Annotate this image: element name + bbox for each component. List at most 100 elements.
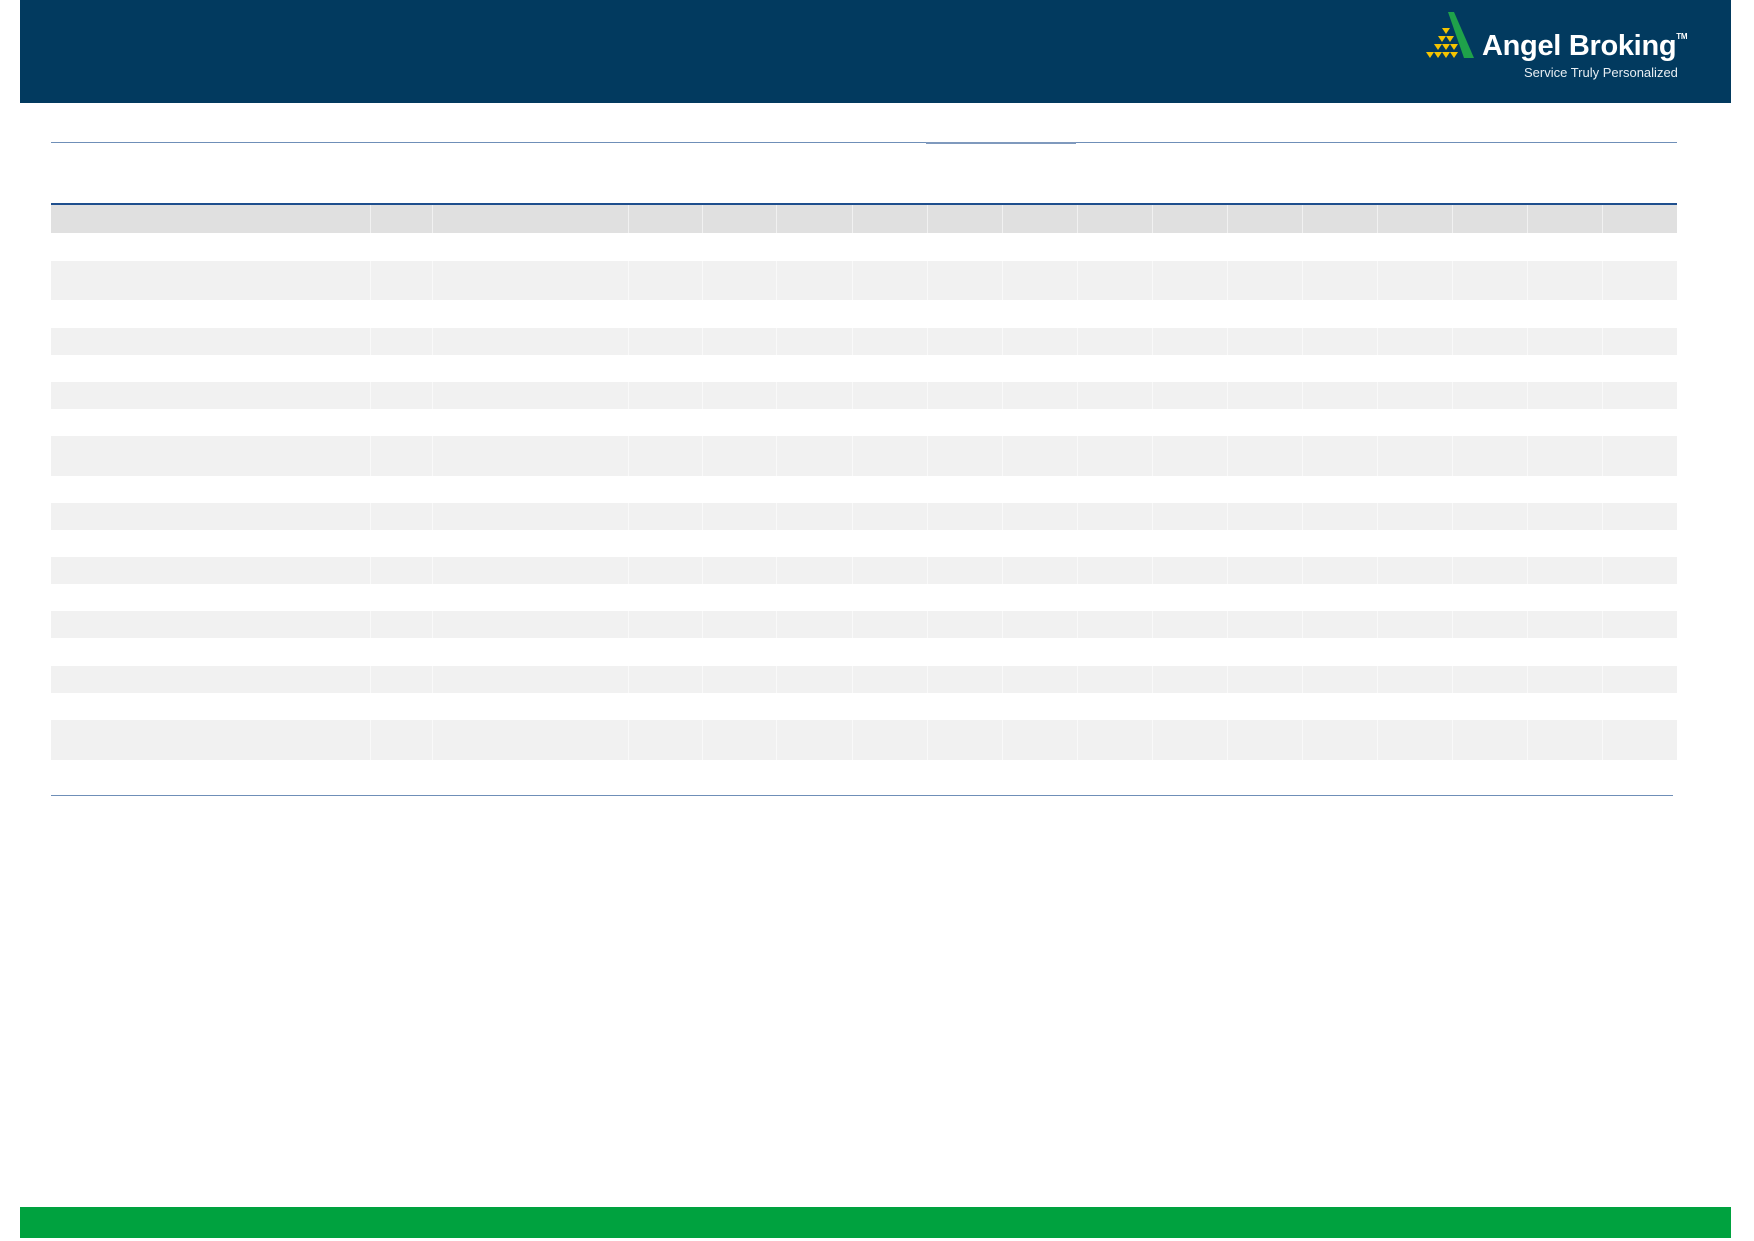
table-cell (777, 328, 853, 355)
table-cell (928, 666, 1003, 693)
table-cell (703, 476, 777, 503)
table-cell (1303, 328, 1378, 355)
table-cell (928, 503, 1003, 530)
table-cell (1603, 233, 1677, 261)
table-cell (1453, 355, 1528, 382)
table-cell (1003, 436, 1078, 476)
table-cell (853, 261, 928, 300)
table-cell (703, 300, 777, 328)
header-cell (629, 205, 703, 233)
table-cell (1528, 557, 1603, 584)
table-cell (1528, 233, 1603, 261)
table-cell (703, 261, 777, 300)
table-cell (629, 557, 703, 584)
table-cell (1003, 355, 1078, 382)
table-cell (51, 476, 371, 503)
table-cell (1003, 476, 1078, 503)
table-cell (1528, 261, 1603, 300)
table-cell (1153, 584, 1228, 611)
table-cell (51, 584, 371, 611)
table-row (51, 557, 1677, 584)
table-cell (1003, 666, 1078, 693)
table-cell (1003, 557, 1078, 584)
table-cell (1528, 409, 1603, 436)
table-cell (51, 436, 371, 476)
table-cell (1153, 611, 1228, 638)
table-cell (1228, 328, 1303, 355)
table-cell (1378, 233, 1453, 261)
table-cell (51, 328, 371, 355)
table-cell (853, 355, 928, 382)
table-cell (777, 530, 853, 557)
table-cell (703, 584, 777, 611)
table-cell (51, 720, 371, 760)
table-cell (1078, 530, 1153, 557)
table-cell (433, 693, 629, 720)
table-row (51, 382, 1677, 409)
table-cell (371, 611, 433, 638)
table-cell (51, 355, 371, 382)
table-cell (629, 760, 703, 796)
table-cell (1378, 638, 1453, 666)
table-top-border (51, 203, 1677, 205)
table-cell (1453, 233, 1528, 261)
table-cell (1078, 355, 1153, 382)
table-cell (853, 476, 928, 503)
table-cell (1003, 409, 1078, 436)
table-cell (777, 557, 853, 584)
table-cell (1078, 476, 1153, 503)
table-cell (1303, 261, 1378, 300)
table-cell (853, 300, 928, 328)
table-cell (703, 409, 777, 436)
table-cell (853, 382, 928, 409)
table-cell (777, 693, 853, 720)
brand-tagline: Service Truly Personalized (1524, 65, 1678, 80)
table-cell (1153, 557, 1228, 584)
table-cell (1153, 300, 1228, 328)
table-cell (1228, 530, 1303, 557)
header-cell (1003, 205, 1078, 233)
table-cell (1153, 638, 1228, 666)
table-cell (1453, 261, 1528, 300)
table-cell (1078, 503, 1153, 530)
table-cell (853, 436, 928, 476)
table-row (51, 409, 1677, 436)
table-cell (1453, 409, 1528, 436)
table-cell (1228, 436, 1303, 476)
table-cell (1453, 638, 1528, 666)
table-cell (1153, 503, 1228, 530)
table-cell (703, 611, 777, 638)
table-row (51, 233, 1677, 261)
table-cell (777, 300, 853, 328)
table-cell (433, 638, 629, 666)
header-cell (51, 205, 371, 233)
table-row (51, 720, 1677, 760)
table-cell (853, 611, 928, 638)
table-cell (777, 720, 853, 760)
table-cell (371, 530, 433, 557)
table-cell (703, 503, 777, 530)
table-cell (1453, 693, 1528, 720)
table-cell (1603, 382, 1677, 409)
brand-name: Angel BrokingTM (1482, 30, 1688, 62)
table-cell (928, 300, 1003, 328)
table-cell (1378, 300, 1453, 328)
table-cell (1003, 300, 1078, 328)
table-cell (371, 584, 433, 611)
table-cell (433, 476, 629, 503)
table-cell (1303, 720, 1378, 760)
table-row (51, 584, 1677, 611)
table-cell (1228, 638, 1303, 666)
table-cell (777, 638, 853, 666)
table-cell (1378, 760, 1453, 796)
table-cell (1603, 584, 1677, 611)
table-cell (433, 557, 629, 584)
table-cell (777, 233, 853, 261)
table-cell (777, 261, 853, 300)
table-cell (51, 233, 371, 261)
table-cell (1378, 328, 1453, 355)
table-cell (1003, 720, 1078, 760)
table-cell (1153, 261, 1228, 300)
table-cell (433, 355, 629, 382)
table-cell (928, 233, 1003, 261)
